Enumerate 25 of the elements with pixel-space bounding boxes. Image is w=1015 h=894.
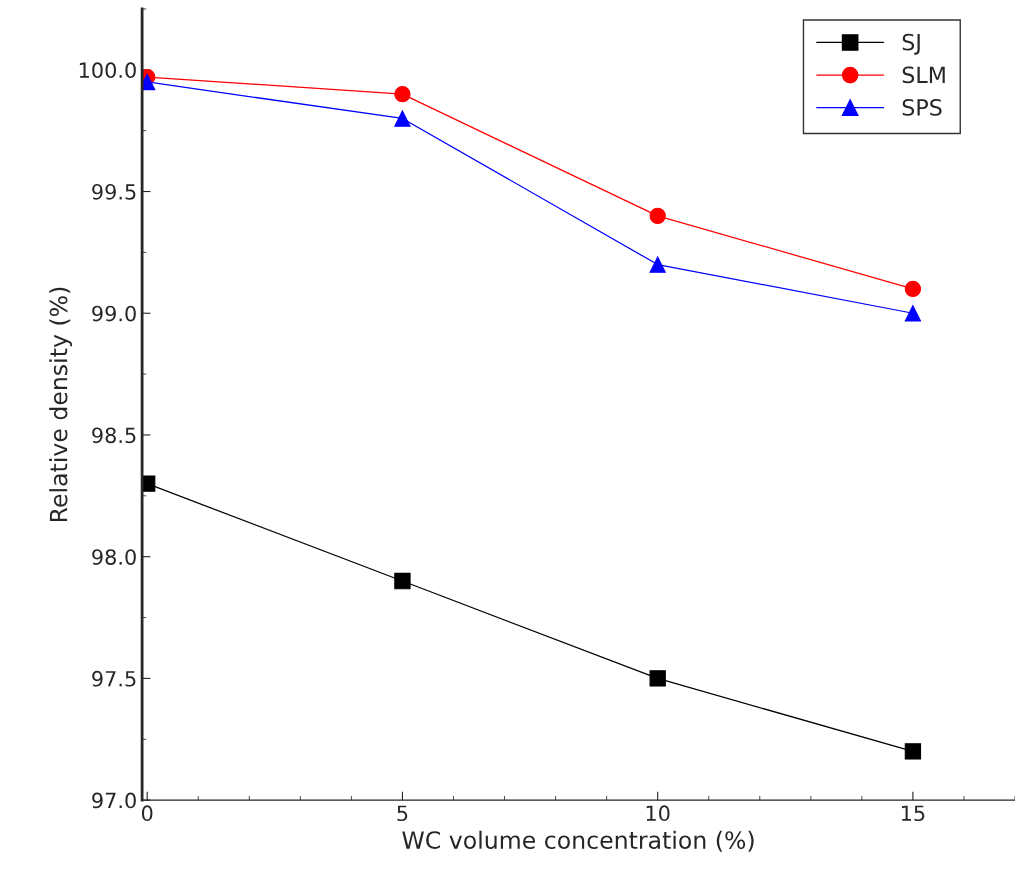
point: [649, 670, 666, 687]
point: [394, 85, 411, 103]
point: [904, 280, 922, 298]
legend-label: SJ: [902, 33, 920, 55]
point: [394, 110, 411, 127]
legend-label: SPS: [902, 99, 942, 116]
y-tick-label: 98.5: [92, 427, 136, 444]
legend-label: SLM: [902, 66, 945, 84]
x-tick-label: 0: [141, 805, 153, 822]
point: [904, 305, 922, 322]
y-tick-label: 99.0: [92, 305, 136, 322]
y-tick-label: 100.0: [79, 62, 136, 79]
x-tick-label: 15: [901, 805, 925, 822]
x-tick-label: 10: [646, 805, 670, 822]
y-tick-label: 97.5: [92, 670, 136, 687]
point: [649, 207, 666, 225]
y-tick-label: 97.0: [92, 792, 136, 809]
x-tick-label: 5: [397, 805, 408, 822]
point: [394, 572, 411, 590]
y-tick-label: 98.0: [92, 549, 136, 565]
y-tick-label: 99.5: [92, 183, 136, 200]
x-axis-title: WC volume concentration (%): [402, 830, 754, 852]
point: [649, 256, 666, 273]
point: [904, 743, 922, 760]
y-axis-title: Relative density (%): [49, 287, 73, 522]
